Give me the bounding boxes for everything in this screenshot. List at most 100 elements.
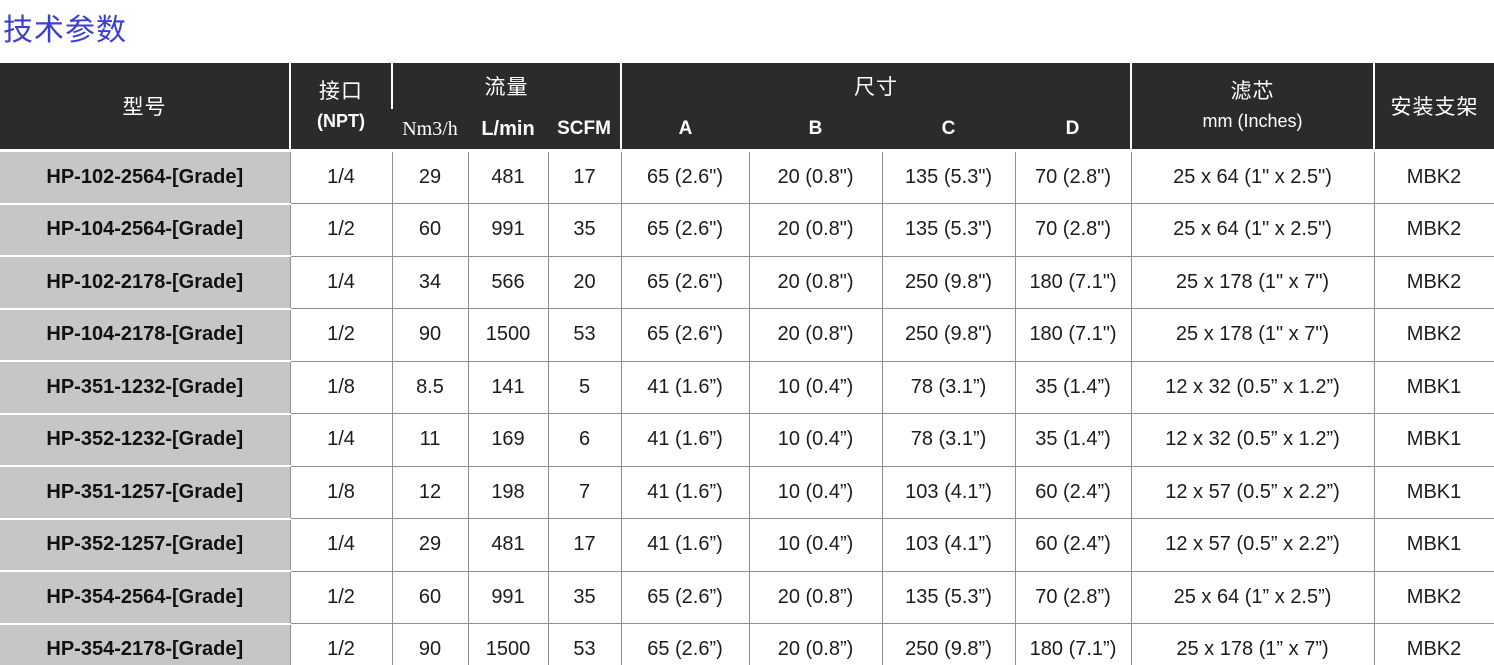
col-header-port-npt: 接口 (NPT) [289,63,392,152]
cell-bracket: MBK2 [1373,570,1494,624]
cell-flow-lmin: 169 [467,413,549,467]
sub-header-dim-c: C [882,109,1016,152]
cell-dim-a: 41 (1.6”) [620,360,750,414]
cell-dim-c: 103 (4.1”) [881,465,1016,519]
sub-header-dim-d: D [1015,109,1132,152]
table-row: HP-102-2178-[Grade] 1/4 34 566 20 65 (2.… [0,255,1494,310]
cell-dim-b: 10 (0.4”) [748,465,883,519]
cell-dim-c: 250 (9.8") [881,255,1016,309]
cell-dim-d: 70 (2.8”) [1014,570,1132,624]
cell-dim-c: 250 (9.8”) [881,623,1016,665]
cell-flow-scfm: 5 [547,360,622,414]
cell-model: HP-351-1232-[Grade] [0,360,291,415]
sub-header-scfm: SCFM [548,109,622,152]
cell-flow-nm3h: 60 [391,570,469,624]
page-title: 技术参数 [3,14,127,47]
cell-bracket: MBK2 [1373,623,1494,665]
cell-flow-lmin: 481 [467,518,549,572]
table-row: HP-102-2564-[Grade] 1/4 29 481 17 65 (2.… [0,149,1494,205]
cell-filter-size: 25 x 178 (1” x 7”) [1130,623,1375,665]
cell-flow-scfm: 17 [547,518,622,572]
cell-flow-scfm: 35 [547,203,622,257]
table-header: 型号 接口 (NPT) 流量 尺寸 滤芯 mm (Inches) 安装支架 Nm… [0,63,1494,152]
cell-dim-d: 180 (7.1”) [1014,623,1132,665]
cell-filter-size: 25 x 178 (1" x 7") [1130,308,1375,362]
group-header-flow: 流量 [390,63,622,109]
col-header-filter-line2: mm (Inches) [1202,111,1303,131]
cell-flow-scfm: 20 [547,255,622,309]
table-row: HP-354-2178-[Grade] 1/2 90 1500 53 65 (2… [0,622,1494,665]
cell-dim-c: 103 (4.1”) [881,518,1016,572]
sub-header-nm3h: Nm3/h [392,109,468,152]
cell-filter-size: 25 x 178 (1" x 7") [1130,255,1375,309]
cell-port-npt: 1/2 [289,623,393,665]
cell-filter-size: 25 x 64 (1" x 2.5") [1130,203,1375,257]
cell-dim-d: 180 (7.1") [1014,308,1132,362]
cell-port-npt: 1/4 [289,255,393,309]
cell-flow-lmin: 198 [467,465,549,519]
cell-filter-size: 12 x 57 (0.5” x 2.2”) [1130,518,1375,572]
cell-flow-lmin: 991 [467,203,549,257]
cell-filter-size: 25 x 64 (1” x 2.5”) [1130,570,1375,624]
cell-port-npt: 1/2 [289,308,393,362]
col-header-filter: 滤芯 mm (Inches) [1130,63,1375,152]
cell-flow-scfm: 53 [547,308,622,362]
cell-dim-b: 20 (0.8”) [748,623,883,665]
cell-model: HP-352-1232-[Grade] [0,412,291,467]
cell-dim-b: 10 (0.4”) [748,360,883,414]
cell-dim-a: 65 (2.6") [620,308,750,362]
cell-flow-scfm: 53 [547,623,622,665]
cell-flow-scfm: 17 [547,150,622,204]
cell-flow-nm3h: 29 [391,150,469,204]
cell-dim-d: 35 (1.4”) [1014,413,1132,467]
table-row: HP-351-1232-[Grade] 1/8 8.5 141 5 41 (1.… [0,360,1494,415]
cell-dim-a: 65 (2.6") [620,150,750,204]
table-row: HP-352-1257-[Grade] 1/4 29 481 17 41 (1.… [0,517,1494,572]
cell-flow-nm3h: 60 [391,203,469,257]
cell-filter-size: 12 x 32 (0.5” x 1.2”) [1130,360,1375,414]
cell-dim-d: 35 (1.4”) [1014,360,1132,414]
cell-model: HP-102-2564-[Grade] [0,149,291,205]
cell-flow-nm3h: 12 [391,465,469,519]
col-header-model: 型号 [0,63,290,152]
col-header-port-line2: (NPT) [317,111,365,131]
cell-dim-a: 65 (2.6") [620,203,750,257]
group-header-dimensions: 尺寸 [620,63,1132,109]
sub-header-dim-b: B [749,109,883,152]
col-header-bracket: 安装支架 [1373,63,1494,152]
cell-model: HP-104-2178-[Grade] [0,307,291,362]
cell-flow-nm3h: 90 [391,308,469,362]
cell-dim-b: 20 (0.8") [748,150,883,204]
cell-filter-size: 25 x 64 (1" x 2.5") [1130,150,1375,204]
cell-flow-scfm: 7 [547,465,622,519]
cell-bracket: MBK1 [1373,413,1494,467]
cell-flow-nm3h: 90 [391,623,469,665]
cell-flow-nm3h: 34 [391,255,469,309]
cell-dim-b: 10 (0.4”) [748,518,883,572]
cell-flow-lmin: 1500 [467,308,549,362]
cell-bracket: MBK1 [1373,465,1494,519]
sub-header-lmin: L/min [468,109,548,152]
cell-model: HP-354-2178-[Grade] [0,622,291,665]
cell-dim-a: 41 (1.6”) [620,465,750,519]
cell-bracket: MBK2 [1373,150,1494,204]
cell-port-npt: 1/4 [289,518,393,572]
cell-port-npt: 1/4 [289,150,393,204]
cell-flow-nm3h: 8.5 [391,360,469,414]
cell-flow-lmin: 1500 [467,623,549,665]
cell-dim-c: 135 (5.3”) [881,570,1016,624]
cell-flow-lmin: 481 [467,150,549,204]
cell-bracket: MBK2 [1373,308,1494,362]
cell-model: HP-102-2178-[Grade] [0,255,291,310]
cell-flow-lmin: 566 [467,255,549,309]
cell-dim-b: 10 (0.4”) [748,413,883,467]
header-group-row: 型号 接口 (NPT) 流量 尺寸 滤芯 mm (Inches) 安装支架 [0,63,1494,152]
cell-filter-size: 12 x 32 (0.5” x 1.2”) [1130,413,1375,467]
cell-dim-c: 78 (3.1”) [881,413,1016,467]
cell-flow-lmin: 141 [467,360,549,414]
cell-dim-d: 180 (7.1") [1014,255,1132,309]
cell-port-npt: 1/2 [289,570,393,624]
cell-dim-d: 60 (2.4”) [1014,465,1132,519]
cell-dim-b: 20 (0.8") [748,203,883,257]
